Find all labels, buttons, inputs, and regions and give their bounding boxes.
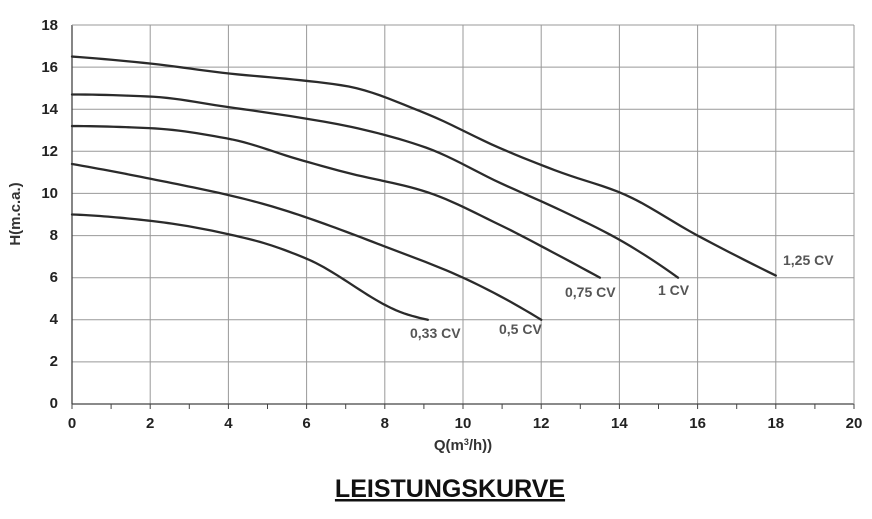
- svg-text:1,25 CV: 1,25 CV: [783, 252, 834, 268]
- svg-text:16: 16: [41, 59, 58, 76]
- svg-text:14: 14: [41, 101, 58, 118]
- svg-text:Q(m3/h)): Q(m3/h)): [434, 437, 492, 454]
- svg-text:16: 16: [689, 415, 706, 432]
- svg-text:6: 6: [50, 269, 58, 286]
- svg-text:LEISTUNGSKURVE: LEISTUNGSKURVE: [335, 475, 565, 503]
- svg-text:0: 0: [50, 395, 58, 412]
- svg-text:0,5 CV: 0,5 CV: [499, 321, 542, 337]
- svg-text:6: 6: [302, 415, 310, 432]
- svg-text:18: 18: [767, 415, 784, 432]
- svg-text:14: 14: [611, 415, 628, 432]
- svg-text:1 CV: 1 CV: [658, 282, 690, 298]
- svg-text:12: 12: [533, 415, 550, 432]
- svg-text:0,33 CV: 0,33 CV: [410, 325, 461, 341]
- svg-text:12: 12: [41, 143, 58, 160]
- svg-text:10: 10: [455, 415, 472, 432]
- svg-text:0: 0: [68, 415, 76, 432]
- svg-text:18: 18: [41, 17, 58, 34]
- svg-text:20: 20: [846, 415, 863, 432]
- svg-text:4: 4: [224, 415, 233, 432]
- svg-text:2: 2: [50, 353, 58, 370]
- svg-text:8: 8: [381, 415, 389, 432]
- svg-text:H(m.c.a.): H(m.c.a.): [7, 182, 24, 245]
- svg-text:4: 4: [50, 311, 59, 328]
- svg-text:2: 2: [146, 415, 154, 432]
- svg-text:8: 8: [50, 227, 58, 244]
- svg-text:0,75 CV: 0,75 CV: [565, 284, 616, 300]
- svg-text:10: 10: [41, 185, 58, 202]
